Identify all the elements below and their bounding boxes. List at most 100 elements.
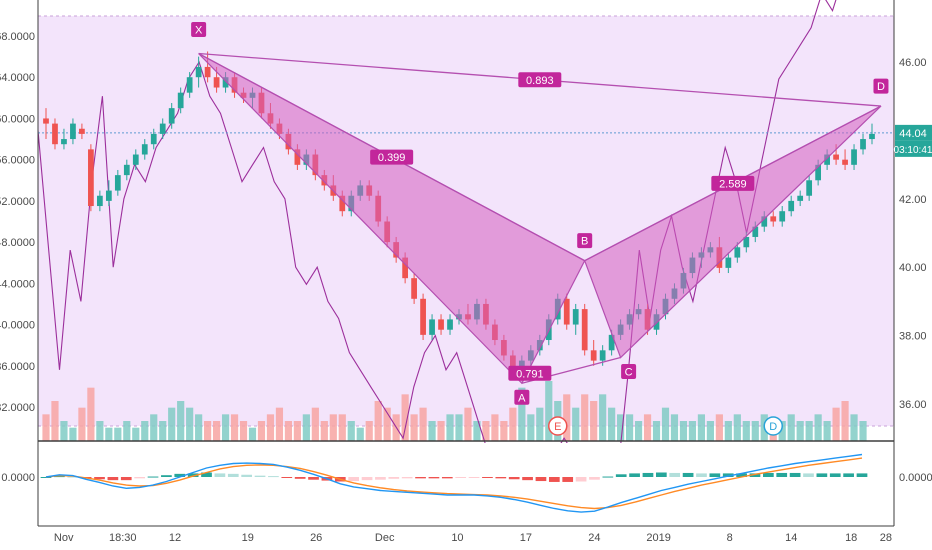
macd-histogram-bar xyxy=(548,477,560,482)
volume-bar xyxy=(796,421,804,441)
harmonic-pattern[interactable]: X A B C D 0.399 0.893 0.791 2.589 xyxy=(191,22,889,405)
macd-histogram-bar xyxy=(843,473,854,477)
macd-histogram-bar xyxy=(241,474,253,477)
volume-bar xyxy=(841,401,849,441)
candle-body xyxy=(599,350,606,361)
time-tick-label: Nov xyxy=(54,532,74,544)
volume-bar xyxy=(724,421,732,441)
right-tick-label: 46.00 xyxy=(899,57,927,69)
current-price-label[interactable]: 44.04 xyxy=(899,128,927,140)
volume-bar xyxy=(87,387,95,441)
macd-histogram-bar xyxy=(682,472,694,477)
volume-bar xyxy=(742,421,750,441)
time-tick-label: 12 xyxy=(169,532,181,544)
volume-bar xyxy=(374,401,382,441)
left-tick-label: 32.0000 xyxy=(0,402,35,414)
macd-histogram-bar xyxy=(629,473,640,477)
volume-bar xyxy=(150,414,158,441)
macd-histogram-bar xyxy=(736,473,747,477)
macd-histogram-bar xyxy=(294,477,306,479)
volume-bar xyxy=(661,407,670,441)
volume-bar xyxy=(670,414,679,441)
pattern-point-c-bg xyxy=(621,364,637,380)
volume-bar xyxy=(105,427,113,441)
ratio-label[interactable]: 0.893 xyxy=(526,75,554,87)
macd-histogram-bar xyxy=(642,472,654,477)
time-tick-label: 18 xyxy=(845,532,857,544)
macd-histogram-bar xyxy=(655,472,667,477)
volume-bar xyxy=(311,407,319,441)
event-marker-label[interactable]: D xyxy=(769,421,777,433)
macd-histogram-bar xyxy=(361,477,373,481)
volume-bar xyxy=(482,421,490,441)
candle-body xyxy=(79,128,85,134)
macd-histogram-bar xyxy=(388,477,400,479)
volume-bar xyxy=(634,421,643,441)
macd-histogram-bar xyxy=(562,477,574,482)
volume-bar xyxy=(590,401,598,441)
ratio-label-bg xyxy=(508,365,552,381)
volume-bar xyxy=(257,421,266,441)
left-price-axis[interactable]: 68.0000 64.0000 60.0000 56.0000 52.0000 48.00… xyxy=(0,0,39,526)
pattern-point-d[interactable]: D xyxy=(877,81,885,93)
macd-histogram-bar xyxy=(67,476,79,478)
macd-pane[interactable] xyxy=(38,443,894,527)
volume-bar xyxy=(204,421,212,441)
pattern-point-c[interactable]: C xyxy=(625,367,633,379)
candle-body xyxy=(186,77,193,93)
right-tick-label: 38.00 xyxy=(899,331,927,343)
event-marker[interactable] xyxy=(548,416,568,436)
candle-body xyxy=(842,159,848,165)
volume-bar xyxy=(733,414,741,441)
ratio-label[interactable]: 0.399 xyxy=(378,152,406,164)
volume-bar xyxy=(51,401,59,441)
volume-bar xyxy=(679,421,688,441)
right-tick-label: 42.00 xyxy=(899,194,927,206)
macd-histogram-bar xyxy=(495,477,507,479)
volume-bar xyxy=(159,421,167,441)
candle-body xyxy=(851,149,857,165)
macd-histogram-bar xyxy=(482,477,493,478)
left-tick-label: 36.0000 xyxy=(0,361,35,373)
macd-histogram-bar xyxy=(120,477,132,481)
event-marker-label[interactable]: E xyxy=(554,421,561,433)
ratio-label[interactable]: 0.791 xyxy=(516,368,544,380)
candle-body xyxy=(105,190,112,201)
volume-bar xyxy=(643,414,652,441)
candle-body xyxy=(339,195,346,212)
countdown-label[interactable]: 03:10:41 xyxy=(894,145,932,156)
candle-body xyxy=(52,123,58,145)
candle-body xyxy=(788,200,795,212)
left-tick-label: 64.0000 xyxy=(0,72,35,84)
volume-bar xyxy=(347,421,355,441)
volume-bar xyxy=(141,421,149,441)
volume-bar xyxy=(428,421,436,441)
macd-histogram-bar xyxy=(107,477,119,481)
macd-histogram-bar xyxy=(40,477,52,478)
time-tick-label: 14 xyxy=(785,532,797,544)
ratio-label[interactable]: 2.589 xyxy=(719,178,747,190)
candle-body xyxy=(770,216,777,222)
macd-histogram-bar xyxy=(522,477,533,481)
volume-bar xyxy=(500,421,508,441)
pattern-point-a[interactable]: A xyxy=(518,392,526,404)
left-tick-label: 40.0000 xyxy=(0,320,35,332)
volume-bar xyxy=(293,421,301,441)
volume-bar xyxy=(78,407,86,441)
macd-histogram-bar xyxy=(254,475,266,477)
macd-histogram-bar xyxy=(602,476,614,478)
right-price-axis[interactable]: 46.0044.0042.0040.0038.0036.0044.0403:10… xyxy=(893,0,932,526)
macd-histogram-bar xyxy=(468,477,480,478)
time-axis[interactable]: Nov 18:30 12 19 26 Dec 10 17 24 2019 8 14 18 28 xyxy=(54,532,892,544)
volume-bar xyxy=(473,421,481,441)
ratio-label-bg xyxy=(370,149,414,165)
candle-body xyxy=(402,257,409,279)
event-marker[interactable] xyxy=(763,416,783,436)
pattern-point-x[interactable]: X xyxy=(195,25,203,37)
pattern-point-b[interactable]: B xyxy=(581,236,588,248)
candle-body xyxy=(752,226,759,237)
volume-bar xyxy=(230,414,239,441)
candle-body xyxy=(88,149,94,207)
